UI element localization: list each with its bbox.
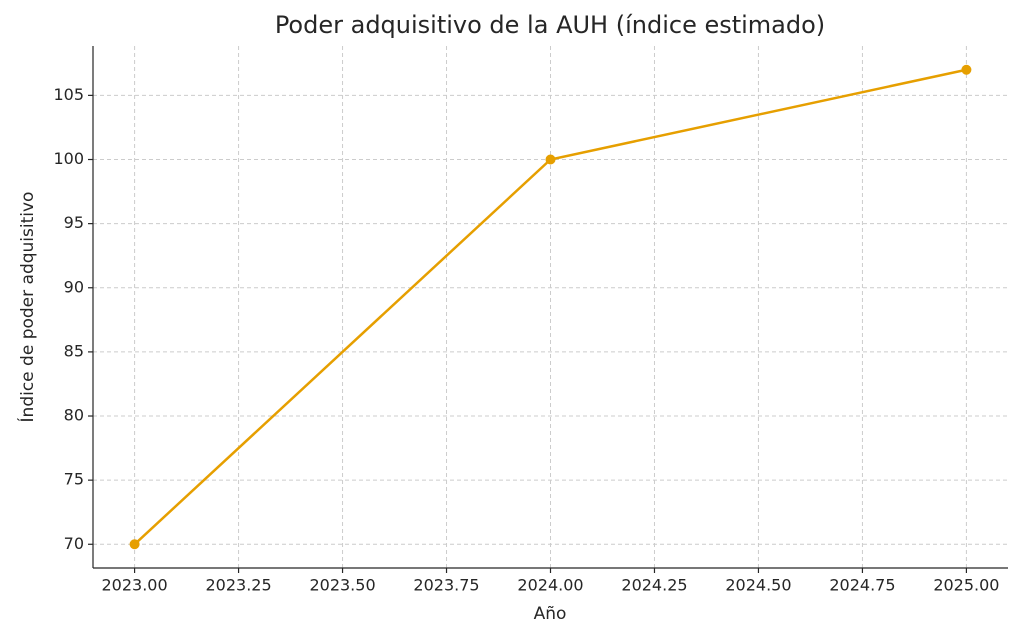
x-tick-label: 2023.50	[309, 576, 375, 595]
x-tick-label: 2023.25	[205, 576, 271, 595]
x-tick-label: 2023.75	[413, 576, 479, 595]
x-tick-label: 2024.00	[517, 576, 583, 595]
data-point	[961, 64, 972, 75]
x-axis-label: Año	[534, 604, 567, 624]
x-tick-label: 2024.50	[725, 576, 791, 595]
y-tick-label: 90	[64, 277, 84, 296]
x-tick-label: 2024.75	[829, 576, 895, 595]
y-tick-label: 85	[64, 341, 84, 360]
y-tick-label: 70	[64, 534, 84, 553]
x-tick-label: 2025.00	[933, 576, 999, 595]
y-tick-label: 80	[64, 406, 84, 425]
data-point	[129, 539, 140, 550]
y-axis-label: Índice de poder adquisitivo	[16, 192, 38, 423]
x-tick-label: 2023.00	[102, 576, 168, 595]
y-tick-label: 95	[64, 213, 84, 232]
data-point	[545, 154, 556, 165]
x-tick-label: 2024.25	[621, 576, 687, 595]
y-tick-label: 105	[53, 85, 84, 104]
y-tick-label: 75	[64, 470, 84, 489]
chart-title: Poder adquisitivo de la AUH (índice esti…	[275, 11, 825, 39]
y-tick-label: 100	[53, 149, 84, 168]
